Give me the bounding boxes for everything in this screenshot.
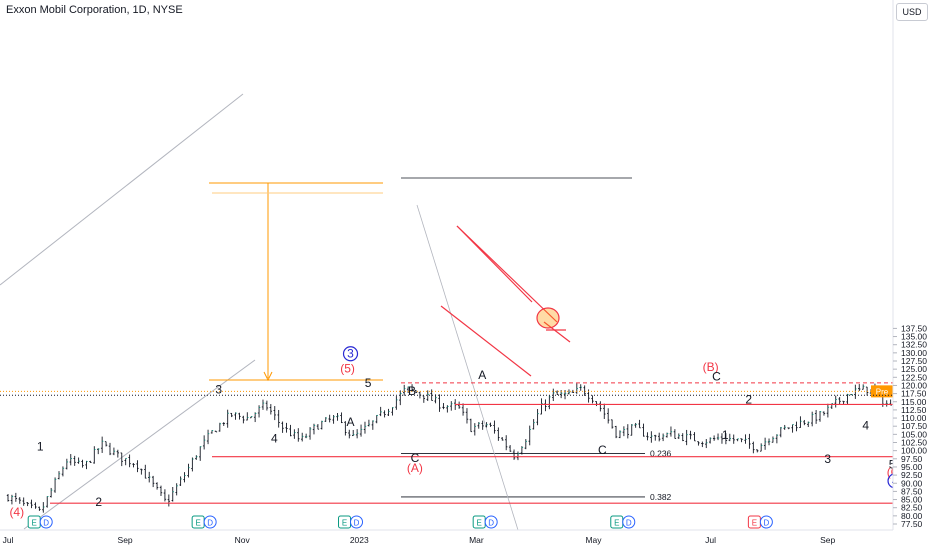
drawings: 0 [0,93,632,531]
x-tick-label: May [585,535,602,545]
event-marker-label: E [614,519,619,528]
price-axis[interactable]: 77.5080.0082.5085.0087.5090.0092.5095.00… [892,0,932,550]
x-tick-label: 2023 [350,535,369,545]
event-marker-label: E [195,519,200,528]
wave-label: 3 [347,347,354,361]
x-tick-label: Nov [235,535,251,545]
event-marker [759,515,773,529]
event-marker-label: E [752,519,757,528]
channel-upper-line [0,93,244,286]
y-tick-label: 85.00 [901,495,923,505]
wedge-upper-line [456,225,558,323]
wave-label: 4 [271,432,278,446]
event-marker [39,515,53,529]
wave-label: C [712,370,721,384]
wave-label: (5) [340,361,355,375]
time-axis[interactable]: JulSepNov2023MarMayJulSepNov2024MarMayJu… [0,529,932,545]
x-tick-label: Sep [820,535,835,545]
y-tick-label: 82.50 [901,503,923,513]
event-marker-label: E [477,519,482,528]
fib-label: 0.382 [650,492,672,502]
y-tick-label: 115.00 [901,397,927,407]
y-tick-label: 132.50 [901,340,927,350]
currency-button[interactable]: USD [896,3,928,21]
wedge-lower-line [440,305,532,377]
y-tick-label: 107.50 [901,421,927,431]
wave-label: 3 [215,383,222,397]
wave-label: (4) [9,505,24,519]
wave-label: 5 [365,376,372,390]
event-marker-label: D [43,519,49,528]
wave-label: 1 [37,440,44,454]
event-marker-label: E [342,519,347,528]
level-prefix-bg [871,385,893,398]
event-marker-label: D [207,519,213,528]
y-tick-label: 122.50 [901,372,927,382]
y-tick-label: 77.50 [901,519,923,529]
wave-circle [342,346,359,362]
y-tick-label: 90.00 [901,478,923,488]
wave-label: A [478,368,486,382]
y-tick-label: 97.50 [901,454,923,464]
wave-label: (A) [407,461,423,475]
y-tick-label: 117.50 [901,389,927,399]
wedge-inner-line [456,225,533,303]
level-prefix: Pre [876,387,889,396]
wave-label: 3 [824,452,831,466]
wedge-break-line-2 [543,321,571,343]
event-marker [350,515,364,529]
event-marker-label: D [626,519,632,528]
x-tick-label: Sep [118,535,133,545]
y-tick-label: 80.00 [901,511,923,521]
y-tick-label: 137.50 [901,323,927,333]
wave-label: 2 [95,495,102,509]
price-axis-bg [893,0,932,550]
y-tick-label: 105.00 [901,429,927,439]
x-tick-label: Jul [3,535,14,545]
event-marker-label: D [488,519,494,528]
fib-levels: 0.236 0.382 [401,449,672,502]
event-marker [203,515,217,529]
y-tick-label: 112.50 [901,405,927,415]
event-marker-label: D [354,519,360,528]
fib-label: 0.236 [650,449,672,459]
wave-label: 1 [722,428,729,442]
wave-label: B [408,384,416,398]
y-tick-label: 100.00 [901,446,927,456]
event-marker [484,515,498,529]
x-tick-label: Mar [469,535,484,545]
y-tick-label: 130.00 [901,348,927,358]
y-tick-label: 135.00 [901,332,927,342]
chart-title: Exxon Mobil Corporation, 1D, NYSE [6,4,183,16]
y-tick-label: 87.50 [901,486,923,496]
wave-label: A [347,415,355,429]
event-marker-label: D [763,519,769,528]
y-tick-label: 120.00 [901,380,927,390]
wave-label: 4 [862,418,869,432]
wave-label: 2 [745,392,752,406]
channel-lower-line [23,359,256,530]
event-marker-label: E [32,519,37,528]
y-tick-label: 110.00 [901,413,927,423]
y-tick-label: 95.00 [901,462,923,472]
candlestick-series [6,383,932,513]
y-tick-label: 102.50 [901,438,927,448]
fib-trend-line [416,204,519,531]
event-marker [622,515,636,529]
range-arrow-head [263,371,273,382]
y-tick-label: 125.00 [901,364,927,374]
wave-label: C [411,451,420,465]
x-tick-label: Jul [705,535,716,545]
y-tick-label: 92.50 [901,470,923,480]
wave-label: (B) [703,360,719,374]
wave-label: 5 [889,458,896,472]
y-tick-label: 127.50 [901,356,927,366]
wave-label: C [598,443,607,457]
breakout-highlight [536,307,560,329]
